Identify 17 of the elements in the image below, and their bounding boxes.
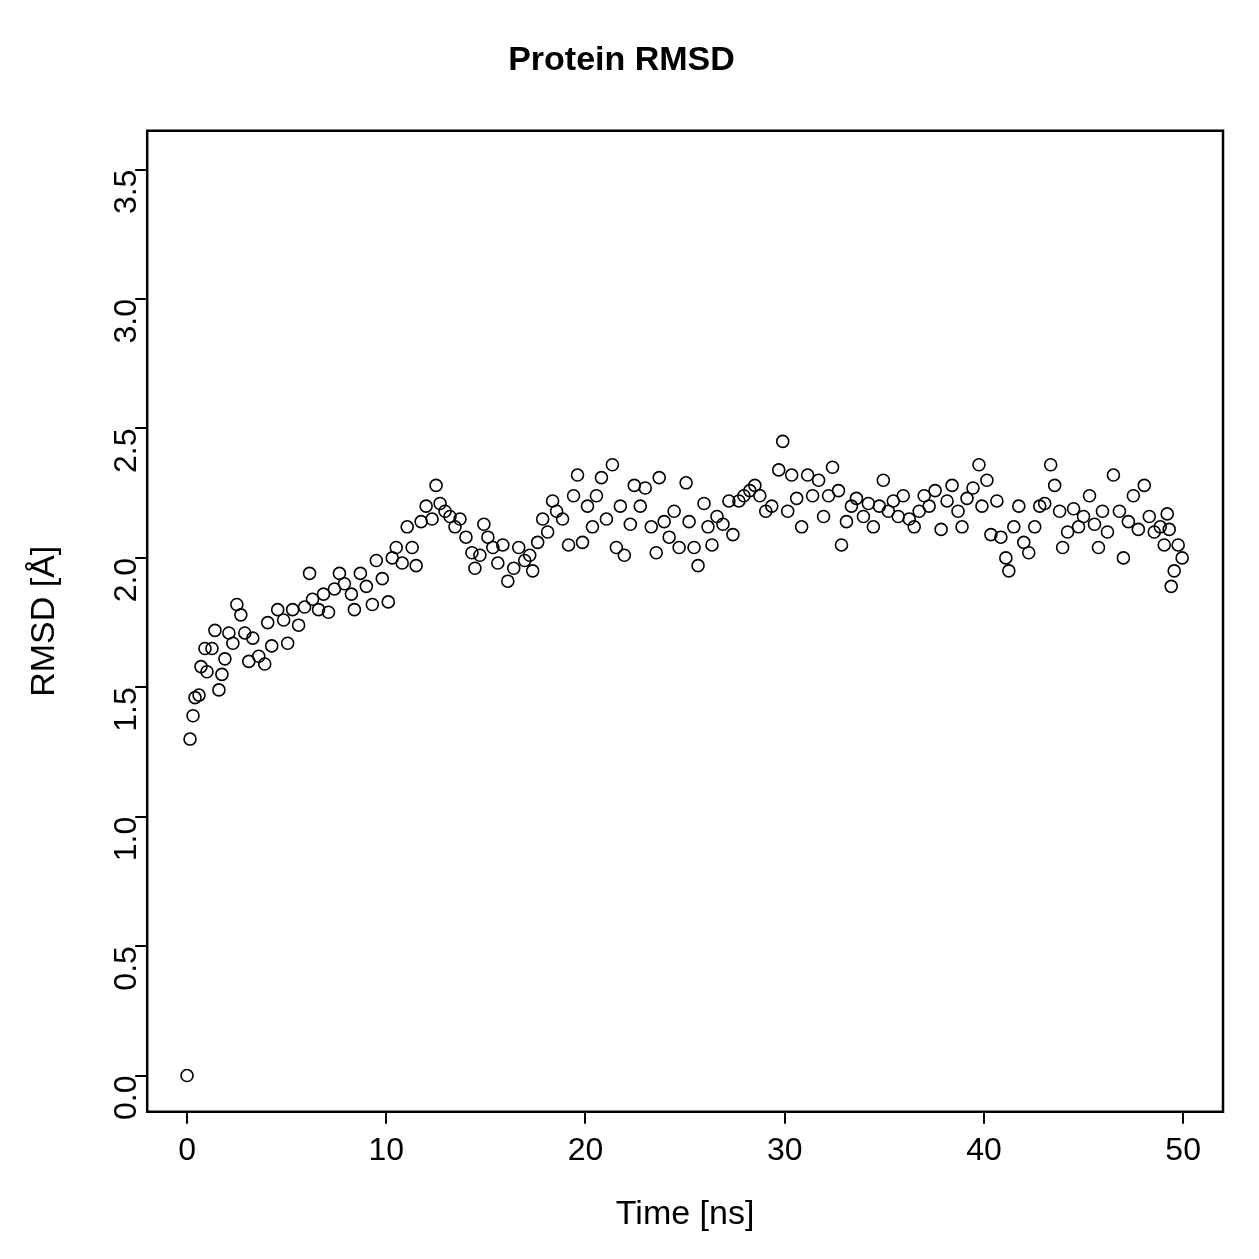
chart-title: Protein RMSD	[508, 38, 735, 77]
y-axis-title: RMSD [Å]	[22, 545, 61, 697]
y-tick-label: 0.5	[107, 946, 144, 991]
x-tick-label: 10	[368, 1130, 405, 1167]
y-tick-label: 2.0	[107, 557, 144, 603]
y-tick-label: 3.0	[107, 299, 144, 344]
y-tick-label: 3.5	[107, 169, 144, 215]
x-tick-label: 50	[1165, 1130, 1201, 1167]
y-tick-label: 1.0	[107, 816, 144, 862]
x-tick-label: 30	[766, 1130, 803, 1167]
x-tick-label: 20	[567, 1130, 604, 1167]
y-tick-label: 0.0	[107, 1075, 144, 1121]
x-tick-label: 40	[966, 1130, 1002, 1167]
y-tick-label: 1.5	[107, 687, 144, 732]
x-axis-title: Time [ns]	[615, 1192, 755, 1231]
x-tick-label: 0	[178, 1130, 196, 1167]
y-tick-label: 2.5	[107, 428, 144, 473]
